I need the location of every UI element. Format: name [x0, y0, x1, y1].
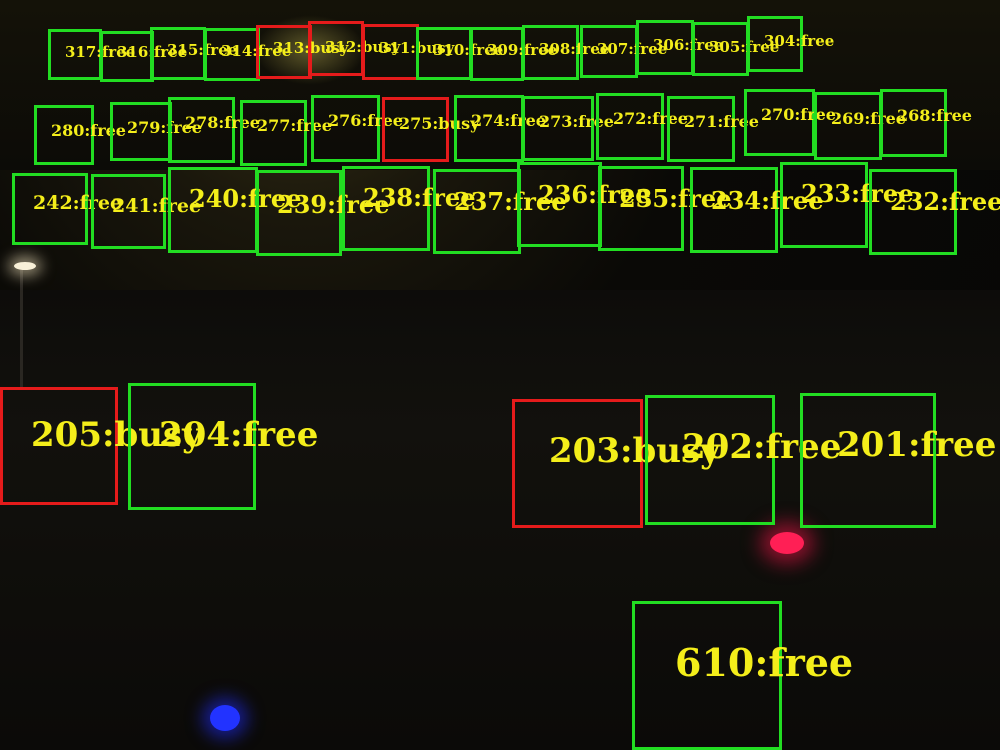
parking-spot-label: 238:free [363, 183, 476, 212]
parking-spot-label: 268:free [897, 106, 972, 125]
parking-spot-label: 202:free [682, 427, 842, 467]
parking-spot-label: 306:free [653, 36, 724, 54]
parking-spot-label: 308:free [539, 40, 610, 58]
parking-spot-310: 310:free [416, 27, 503, 80]
parking-spot-273: 273:free [522, 96, 614, 161]
parking-spot-label: 304:free [764, 32, 835, 50]
parking-spot-203: 203:busy [512, 399, 720, 528]
parking-spot-202: 202:free [645, 395, 841, 525]
parking-spot-label: 237:free [454, 187, 567, 216]
parking-spot-239: 239:free [256, 170, 389, 256]
parking-spot-label: 307:free [597, 40, 668, 58]
parking-spot-610: 610:free [632, 601, 853, 750]
parking-spot-272: 272:free [596, 93, 688, 160]
parking-spot-label: 235:free [619, 184, 732, 213]
parking-spot-label: 239:free [277, 190, 390, 219]
parking-spot-308: 308:free [522, 25, 609, 80]
parking-spot-315: 315:free [150, 27, 237, 80]
parking-spot-label: 204:free [159, 415, 319, 455]
parking-spot-316: 316:free [100, 31, 187, 82]
parking-spot-277: 277:free [240, 100, 332, 166]
parking-spot-275: 275:busy [382, 97, 479, 162]
parking-spot-label: 234:free [711, 186, 824, 215]
parking-spot-276: 276:free [311, 95, 403, 162]
parking-spot-label: 233:free [801, 179, 914, 208]
parking-spot-label: 279:free [127, 118, 202, 137]
parking-spot-241: 241:free [91, 174, 201, 249]
parking-spot-313: 313:busy [256, 25, 348, 79]
parking-spot-label: 240:free [189, 184, 302, 213]
lamp-post [20, 270, 23, 390]
parking-spot-279: 279:free [110, 102, 202, 161]
parking-spot-236: 236:free [517, 162, 650, 247]
parking-spot-label: 236:free [538, 180, 651, 209]
parking-spot-274: 274:free [454, 95, 546, 162]
parking-spot-268: 268:free [880, 89, 972, 157]
parking-spot-label: 273:free [539, 112, 614, 131]
parking-spot-271: 271:free [667, 96, 759, 162]
parking-spot-307: 307:free [580, 25, 667, 78]
parking-spot-269: 269:free [814, 92, 906, 160]
parking-spot-label: 241:free [112, 195, 202, 217]
parking-spot-label: 271:free [684, 112, 759, 131]
parking-spot-242: 242:free [12, 173, 122, 245]
parking-spot-312: 312:busy [308, 21, 400, 76]
parking-spot-label: 315:free [167, 41, 238, 59]
parking-spot-233: 233:free [780, 162, 913, 248]
parking-spot-317: 317:free [48, 29, 135, 80]
parking-spot-304: 304:free [747, 16, 834, 72]
parking-spot-label: 275:busy [399, 114, 480, 133]
parking-spot-309: 309:free [470, 27, 557, 81]
blue-light-spot [210, 705, 240, 731]
parking-spot-label: 205:busy [31, 415, 202, 455]
parking-spot-280: 280:free [34, 105, 126, 165]
streetlamp-light [14, 262, 36, 270]
parking-spot-label: 232:free [890, 187, 1000, 216]
parking-spot-label: 270:free [761, 105, 836, 124]
parking-spot-205: 205:busy [0, 387, 202, 505]
parking-spot-label: 201:free [837, 425, 997, 465]
parking-spot-314: 314:free [204, 28, 291, 81]
parking-spot-201: 201:free [800, 393, 996, 528]
parking-spot-305: 305:free [692, 22, 779, 76]
parking-spot-label: 280:free [51, 121, 126, 140]
parking-spot-311: 311:busy [362, 24, 454, 80]
parking-spot-label: 305:free [709, 38, 780, 56]
parking-spot-label: 242:free [33, 192, 123, 214]
parking-spot-label: 203:busy [549, 431, 720, 471]
parking-spot-240: 240:free [168, 167, 301, 253]
parking-spot-306: 306:free [636, 20, 723, 75]
parking-spot-237: 237:free [433, 169, 566, 254]
parking-spot-label: 269:free [831, 109, 906, 128]
car-tail-light [770, 532, 804, 554]
parking-spot-label: 610:free [675, 640, 854, 685]
parking-spot-278: 278:free [168, 97, 260, 163]
parking-spot-label: 274:free [471, 111, 546, 130]
parking-spot-label: 310:free [433, 41, 504, 59]
parking-spot-234: 234:free [690, 167, 823, 253]
parking-spot-238: 238:free [342, 166, 475, 251]
parking-spot-270: 270:free [744, 89, 836, 156]
parking-spot-204: 204:free [128, 383, 318, 510]
parking-spot-235: 235:free [598, 166, 731, 251]
parking-spot-232: 232:free [869, 169, 1000, 255]
